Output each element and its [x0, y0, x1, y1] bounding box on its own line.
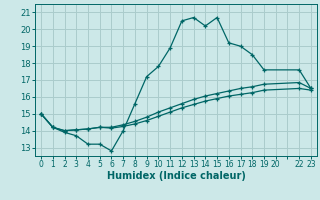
X-axis label: Humidex (Indice chaleur): Humidex (Indice chaleur) [107, 171, 245, 181]
